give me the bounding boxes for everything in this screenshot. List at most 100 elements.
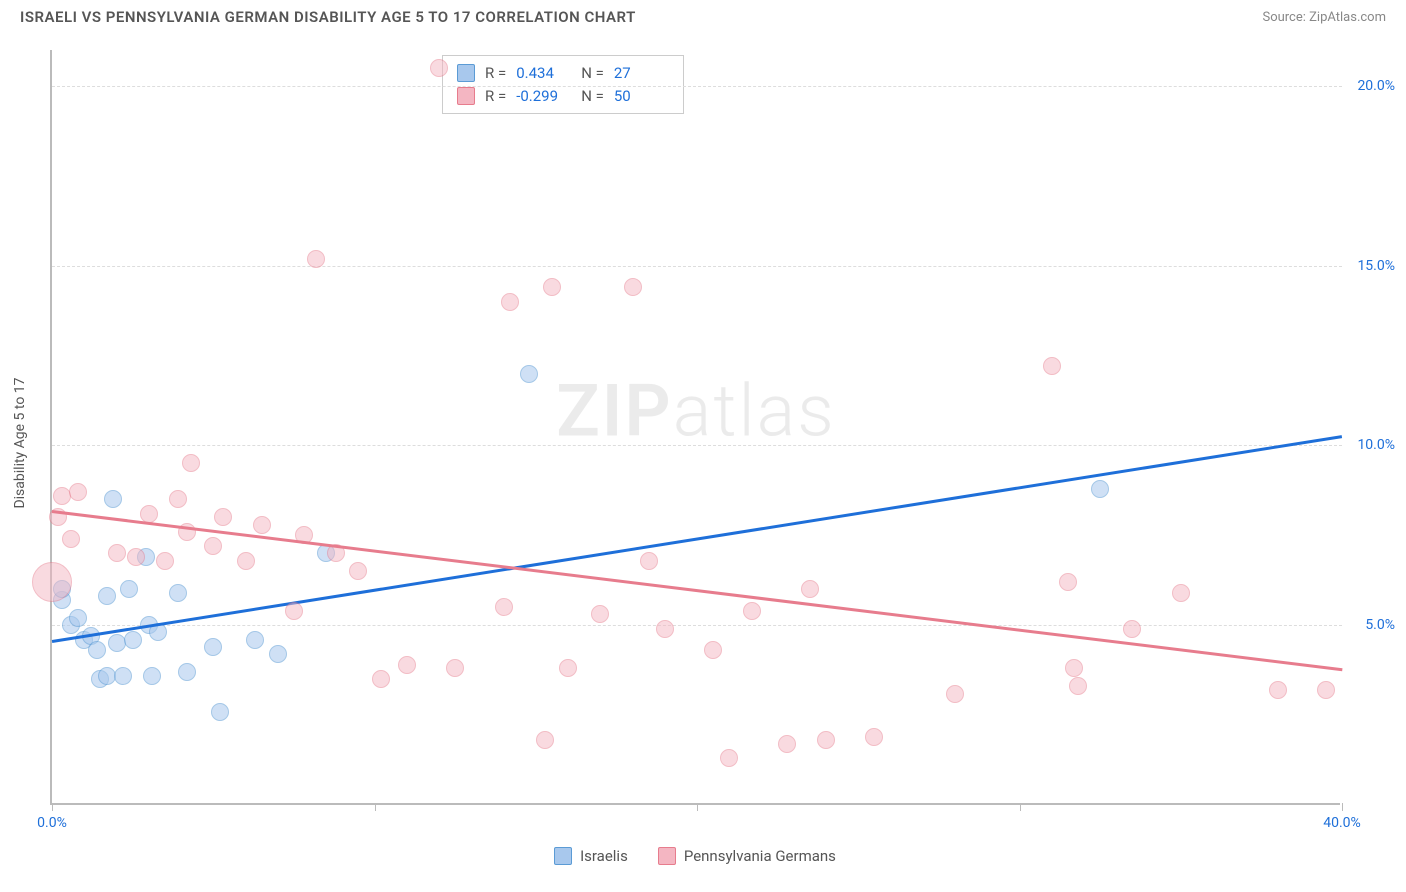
scatter-point — [372, 670, 390, 688]
scatter-point — [624, 278, 642, 296]
scatter-point — [169, 490, 187, 508]
legend-swatch — [554, 847, 572, 865]
scatter-point — [269, 645, 287, 663]
scatter-point — [1317, 681, 1335, 699]
scatter-point — [114, 667, 132, 685]
scatter-point-large — [32, 562, 72, 602]
scatter-point — [704, 641, 722, 659]
scatter-point — [169, 584, 187, 602]
scatter-point — [1123, 620, 1141, 638]
y-tick-label: 10.0% — [1357, 437, 1395, 453]
scatter-point — [237, 552, 255, 570]
x-tick-label: 0.0% — [37, 815, 67, 831]
scatter-point — [1059, 573, 1077, 591]
plot-area: ZIPatlas R =0.434N =27R =-0.299N =50 5.0… — [50, 50, 1340, 805]
watermark-light: atlas — [673, 369, 836, 454]
scatter-point — [398, 656, 416, 674]
scatter-point — [98, 587, 116, 605]
scatter-point — [559, 659, 577, 677]
x-tick — [375, 803, 376, 811]
scatter-point — [1172, 584, 1190, 602]
scatter-point — [104, 490, 122, 508]
n-label: N = — [581, 85, 604, 108]
legend-item: Israelis — [554, 847, 628, 865]
r-value: 0.434 — [516, 62, 571, 85]
scatter-point — [156, 552, 174, 570]
gridline — [52, 86, 1342, 87]
x-tick — [1342, 803, 1343, 811]
gridline — [52, 625, 1342, 626]
scatter-point — [178, 663, 196, 681]
scatter-point — [204, 537, 222, 555]
scatter-point — [69, 483, 87, 501]
scatter-point — [124, 631, 142, 649]
scatter-point — [307, 250, 325, 268]
scatter-point — [656, 620, 674, 638]
legend-label: Pennsylvania Germans — [684, 847, 836, 865]
legend-swatch — [457, 64, 475, 82]
y-tick-label: 20.0% — [1357, 78, 1395, 94]
scatter-point — [211, 703, 229, 721]
scatter-point — [1269, 681, 1287, 699]
r-value: -0.299 — [516, 85, 571, 108]
y-tick-label: 15.0% — [1357, 258, 1395, 274]
x-tick — [1020, 803, 1021, 811]
scatter-point — [246, 631, 264, 649]
watermark-bold: ZIP — [556, 369, 672, 454]
legend-label: Israelis — [580, 847, 628, 865]
scatter-point — [801, 580, 819, 598]
n-value: 27 — [614, 62, 669, 85]
scatter-point — [253, 516, 271, 534]
scatter-point — [591, 605, 609, 623]
r-label: R = — [485, 62, 506, 85]
trend-line — [52, 435, 1342, 642]
y-axis-label: Disability Age 5 to 17 — [12, 377, 28, 508]
gridline — [52, 266, 1342, 267]
scatter-point — [446, 659, 464, 677]
scatter-point — [865, 728, 883, 746]
scatter-point — [120, 580, 138, 598]
scatter-point — [214, 508, 232, 526]
scatter-point — [430, 59, 448, 77]
legend-swatch — [457, 87, 475, 105]
source-attribution: Source: ZipAtlas.com — [1262, 10, 1386, 25]
legend-swatch — [658, 847, 676, 865]
scatter-point — [204, 638, 222, 656]
x-tick — [697, 803, 698, 811]
scatter-point — [720, 749, 738, 767]
scatter-point — [1091, 480, 1109, 498]
gridline — [52, 445, 1342, 446]
x-tick — [52, 803, 53, 811]
watermark: ZIPatlas — [556, 369, 836, 454]
scatter-point — [543, 278, 561, 296]
scatter-point — [946, 685, 964, 703]
scatter-point — [69, 609, 87, 627]
scatter-point — [1069, 677, 1087, 695]
scatter-point — [285, 602, 303, 620]
n-value: 50 — [614, 85, 669, 108]
scatter-point — [140, 505, 158, 523]
scatter-point — [1043, 357, 1061, 375]
scatter-point — [62, 530, 80, 548]
scatter-point — [108, 544, 126, 562]
trend-line — [52, 510, 1342, 671]
scatter-point — [143, 667, 161, 685]
scatter-point — [743, 602, 761, 620]
scatter-point — [349, 562, 367, 580]
scatter-point — [520, 365, 538, 383]
scatter-point — [1065, 659, 1083, 677]
legend: Israelis Pennsylvania Germans — [50, 847, 1340, 865]
chart-title: ISRAELI VS PENNSYLVANIA GERMAN DISABILIT… — [20, 8, 636, 26]
n-label: N = — [581, 62, 604, 85]
scatter-point — [778, 735, 796, 753]
x-tick-label: 40.0% — [1323, 815, 1361, 831]
legend-item: Pennsylvania Germans — [658, 847, 836, 865]
stats-row: R =-0.299N =50 — [457, 85, 669, 108]
scatter-point — [640, 552, 658, 570]
scatter-point — [501, 293, 519, 311]
scatter-point — [182, 454, 200, 472]
header: ISRAELI VS PENNSYLVANIA GERMAN DISABILIT… — [0, 0, 1406, 38]
scatter-point — [88, 641, 106, 659]
chart-container: Disability Age 5 to 17 ZIPatlas R =0.434… — [50, 50, 1390, 835]
stats-box: R =0.434N =27R =-0.299N =50 — [442, 55, 684, 114]
